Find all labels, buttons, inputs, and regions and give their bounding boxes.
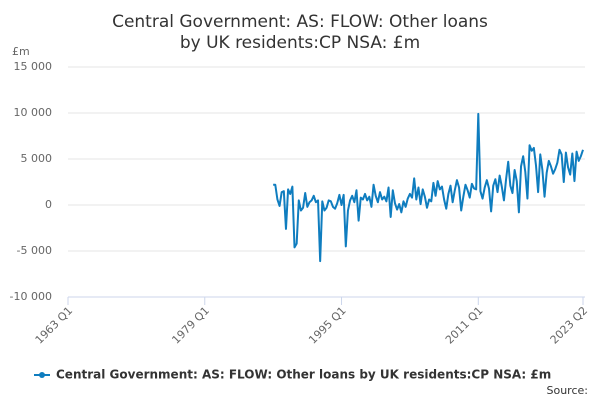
legend-label: Central Government: AS: FLOW: Other loan… (56, 368, 551, 382)
y-tick-label: 5 000 (21, 152, 53, 165)
y-tick-label: 10 000 (14, 106, 53, 119)
y-unit: £m (12, 45, 30, 58)
y-tick-label: 0 (45, 198, 52, 211)
y-tick-label: 15 000 (14, 60, 53, 73)
x-tick-label: 1963 Q1 (33, 304, 76, 347)
y-tick-label: -10 000 (10, 290, 52, 303)
y-tick-label: -5 000 (17, 244, 52, 257)
x-tick-label: 1995 Q1 (306, 304, 349, 347)
source: Source: (547, 384, 589, 397)
x-tick-label: 2023 Q2 (548, 304, 591, 347)
chart-title: Central Government: AS: FLOW: Other loan… (112, 12, 488, 53)
x-tick-label: 2011 Q1 (443, 304, 486, 347)
x-tick-label: 1979 Q1 (169, 304, 212, 347)
legend-marker (39, 372, 45, 378)
series-line (273, 112, 584, 263)
